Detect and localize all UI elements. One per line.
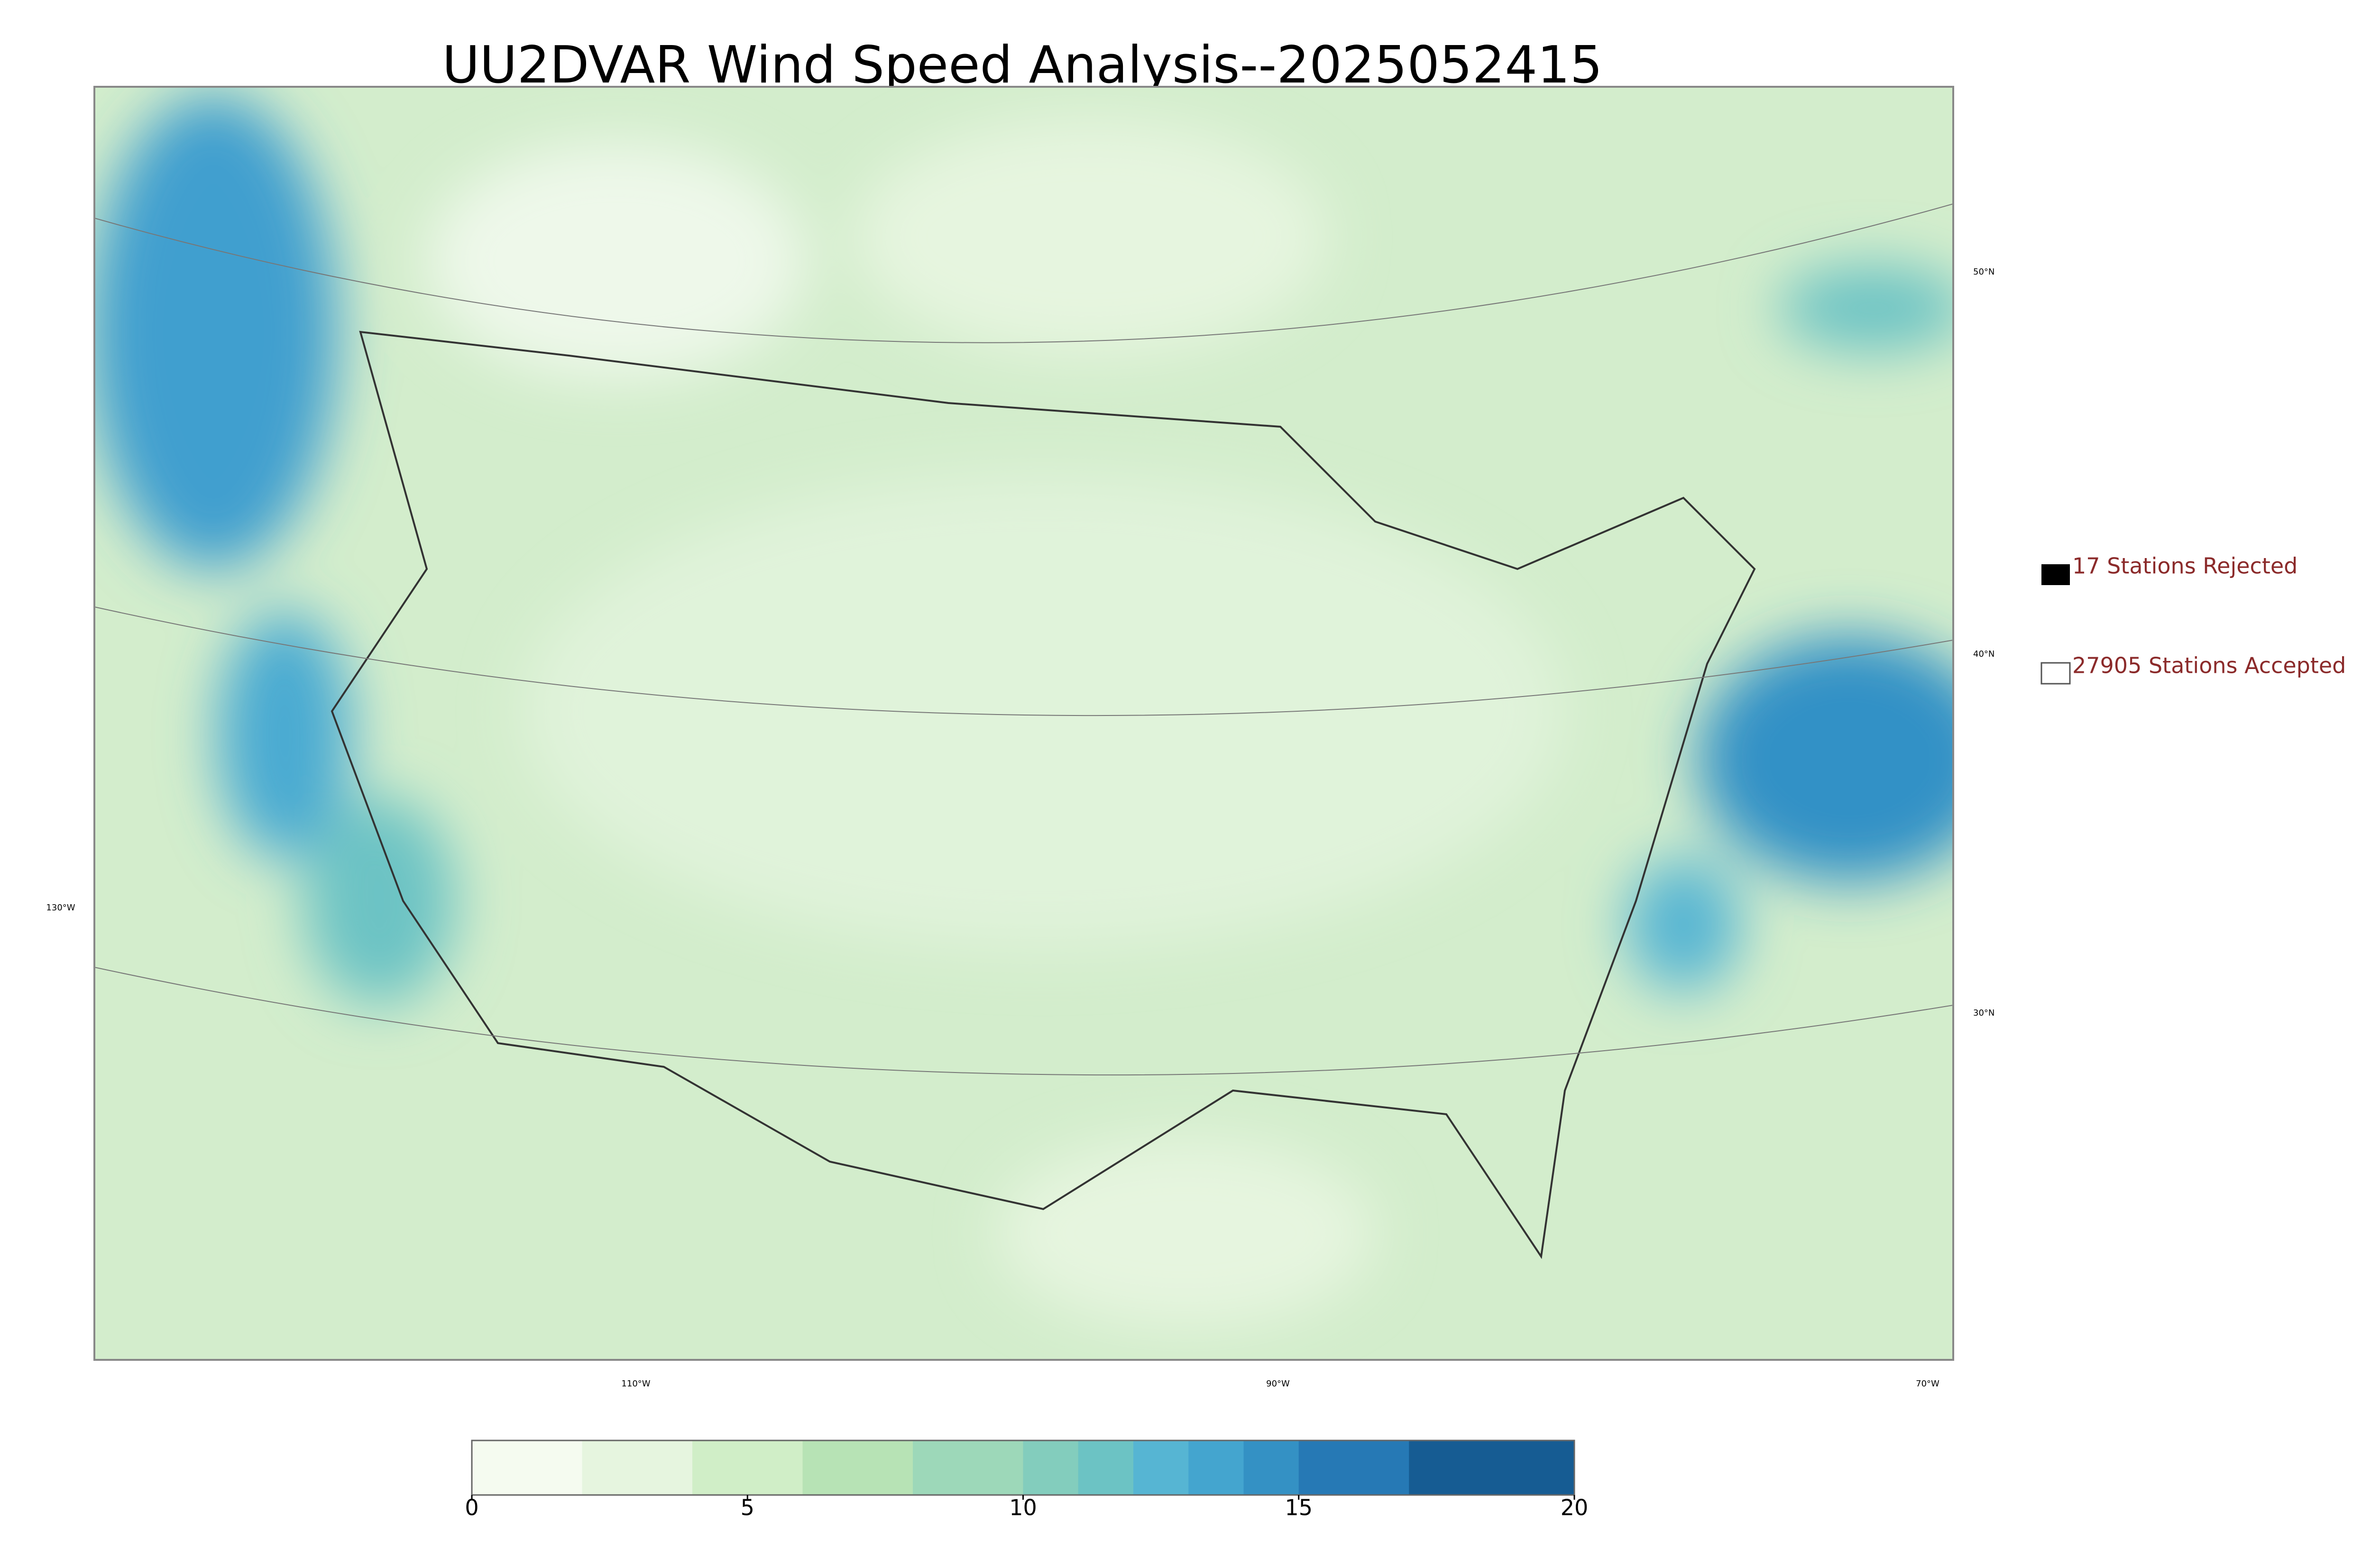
colorbar-bin [1023,1440,1079,1495]
graticule-labels: 50°N 40°N 30°N 130°W 110°W 90°W 70°W [46,267,1994,1389]
lon-label: 130°W [46,903,75,913]
colorbar-bin [1188,1440,1244,1495]
colorbar-bin [1133,1440,1189,1495]
lon-label: 70°W [1916,1379,1939,1389]
map-frame [93,86,1954,1361]
coastline [331,330,1756,1259]
colorbar-bin [1243,1440,1299,1495]
colorbar-bin [913,1440,1023,1495]
legend-accepted: 27905 Stations Accepted [2072,653,2346,679]
colorbar-tick-label: 20 [1561,1495,1589,1521]
colorbar-bin [802,1440,913,1495]
map [94,87,1953,1360]
colorbar-bin [472,1440,582,1495]
wind-field [94,95,1953,1328]
colorbar-tick-label: 10 [1009,1495,1037,1521]
colorbar-tick-label: 5 [741,1495,754,1521]
lon-label: 90°W [1266,1379,1290,1389]
title: UU2DVAR Wind Speed Analysis--2025052415 [442,36,1603,95]
colorbar-bin [1409,1440,1575,1495]
colorbar-bin [692,1440,803,1495]
lat-label: 50°N [1973,267,1994,277]
colorbar: 0 5 10 15 20 [465,1440,1588,1521]
graticule [94,203,1953,1076]
colorbar-tick-label: 15 [1285,1495,1313,1521]
colorbar-bin [1078,1440,1134,1495]
colorbar-tick-label: 0 [465,1495,478,1521]
lon-label: 110°W [621,1379,650,1389]
lat-label: 40°N [1973,649,1994,659]
colorbar-bin [1298,1440,1409,1495]
legend-rejected: 17 Stations Rejected [2072,553,2297,579]
colorbar-bin [582,1440,693,1495]
accepted-marker [2040,662,2071,685]
rejected-marker [2041,564,2070,585]
lat-label: 30°N [1973,1008,1994,1018]
